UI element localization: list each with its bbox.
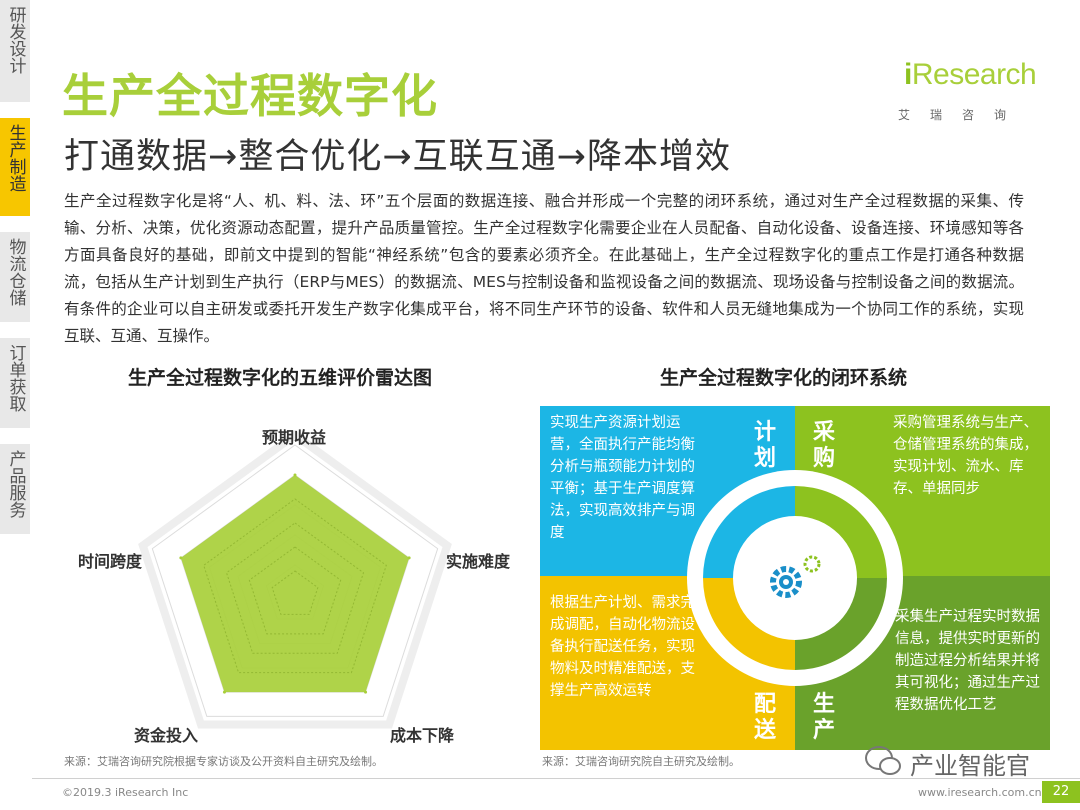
radar-axis-label: 实施难度 — [446, 552, 511, 571]
radar-grid-level — [151, 444, 439, 717]
sidebar-tabs: 研发设计 生产制造 物流仓储 订单获取 产品服务 — [0, 0, 32, 560]
logo-wordmark: iResearch — [904, 58, 1037, 92]
delivery-text: 根据生产计划、需求完成调配，自动化物流设备执行配送任务，实现物料及时精准配送，支… — [550, 595, 695, 699]
production-text: 采集生产过程实时数据信息，提供实时更新的制造过程分析结果并将其可视化；通过生产过… — [895, 609, 1040, 713]
sidebar-tab-logistics[interactable]: 物流仓储 — [0, 232, 30, 322]
page-title: 生产全过程数字化 — [62, 69, 438, 123]
plan-text: 实现生产资源计划运营，全面执行产能均衡分析与瓶颈能力计划的平衡；基于生产调度算法… — [550, 415, 695, 541]
page-subtitle: 打通数据→整合优化→互联互通→降本增效 — [64, 137, 731, 177]
radar-axis-label: 时间跨度 — [78, 552, 143, 571]
wechat-watermark: 产业智能官 — [862, 740, 1052, 780]
small-gear-icon — [803, 555, 821, 573]
radar-source: 来源：艾瑞咨询研究院根据专家访谈及公开资料自主研究及绘制。 — [64, 755, 383, 768]
logo-subtitle: 艾瑞咨询 — [898, 108, 1027, 122]
watermark-text: 产业智能官 — [910, 752, 1030, 780]
ring-segment-delivery — [703, 578, 795, 670]
radar-svg — [138, 430, 452, 729]
site-url[interactable]: www.iresearch.com.cn — [918, 786, 1042, 799]
sidebar-tab-label: 物流仓储 — [5, 238, 26, 306]
loop-ring — [687, 470, 903, 686]
radar-axis-label: 资金投入 — [134, 726, 199, 745]
sidebar-tab-service[interactable]: 产品服务 — [0, 444, 30, 534]
purchase-tag: 采购 — [812, 420, 835, 471]
gear-icon — [770, 566, 802, 598]
loop-source: 来源：艾瑞咨询研究院自主研究及绘制。 — [542, 755, 740, 768]
sidebar-tab-manufacturing[interactable]: 生产制造 — [0, 118, 30, 216]
radar-series-area — [180, 475, 410, 693]
sidebar-tab-label: 研发设计 — [5, 6, 26, 74]
sidebar-tab-orders[interactable]: 订单获取 — [0, 338, 30, 428]
radar-point — [407, 556, 411, 560]
radar-point — [222, 690, 226, 694]
sidebar-tab-label: 产品服务 — [5, 450, 26, 518]
delivery-tag: 配送 — [753, 692, 776, 743]
purchase-text: 采购管理系统与生产、仓储管理系统的集成，实现计划、流水、库存、单据同步 — [893, 415, 1038, 497]
logo-main: Research — [911, 58, 1037, 91]
radar-title: 生产全过程数字化的五维评价雷达图 — [128, 367, 433, 389]
radar-point — [179, 556, 183, 560]
footer-divider — [32, 778, 1080, 779]
radar-point — [364, 690, 368, 694]
intro-paragraph: 生产全过程数字化是将“人、机、料、法、环”五个层面的数据连接、融合并形成一个完整… — [64, 192, 1024, 345]
sidebar-tab-label: 生产制造 — [5, 124, 26, 192]
iresearch-logo: iResearch 艾瑞咨询 — [890, 58, 1037, 128]
sidebar-tab-rd[interactable]: 研发设计 — [0, 0, 30, 102]
radar-point — [293, 473, 297, 477]
radar-inner-grid — [248, 546, 342, 635]
ring-center — [747, 530, 843, 626]
copyright: ©2019.3 iResearch Inc — [62, 786, 189, 799]
radar-chart: 预期收益 实施难度 成本下降 资金投入 时间跨度 — [60, 400, 530, 760]
logo-prefix: i — [904, 58, 912, 91]
radar-inner-grid — [271, 570, 319, 615]
ring-segment-production — [795, 578, 887, 670]
radar-axis-label: 成本下降 — [390, 726, 455, 745]
page-number: 22 — [1042, 781, 1080, 803]
plan-tag: 计划 — [753, 420, 776, 471]
ring-segment-purchase — [795, 486, 887, 578]
loop-title: 生产全过程数字化的闭环系统 — [660, 367, 908, 389]
sidebar-tab-label: 订单获取 — [5, 344, 26, 412]
loop-diagram: 实现生产资源计划运营，全面执行产能均衡分析与瓶颈能力计划的平衡；基于生产调度算法… — [540, 406, 1050, 750]
production-tag: 生产 — [812, 692, 835, 743]
radar-inner-grid — [225, 522, 365, 654]
wechat-icon — [865, 746, 901, 775]
ring-segment-plan — [703, 486, 795, 578]
radar-axis-label: 预期收益 — [262, 428, 327, 447]
